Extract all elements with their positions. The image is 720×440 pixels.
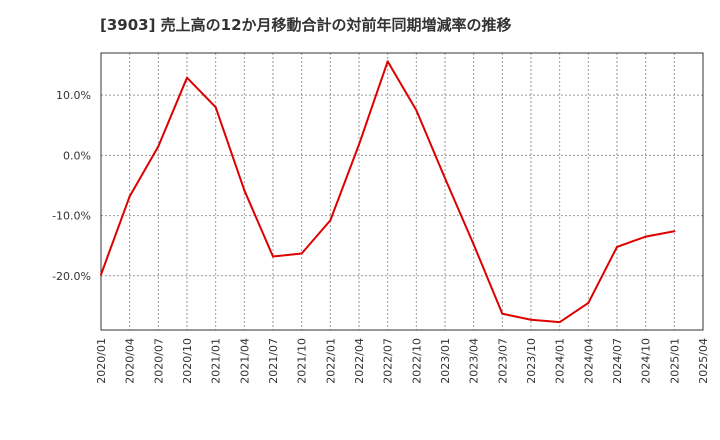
data-point: [558, 321, 561, 324]
x-tick-label: 2020/04: [124, 338, 137, 384]
data-point: [472, 243, 475, 246]
series-layer: [100, 60, 676, 324]
x-tick-label: 2023/10: [525, 338, 538, 384]
plot-area: [101, 53, 703, 330]
data-point: [128, 195, 131, 198]
x-tick-label: 2025/01: [668, 338, 681, 384]
data-point: [587, 301, 590, 304]
x-tick-label: 2023/01: [439, 338, 452, 384]
data-point: [186, 76, 188, 79]
data-point: [644, 235, 647, 238]
data-point: [386, 60, 389, 63]
y-tick-label: 10.0%: [56, 89, 91, 102]
x-tick-label: 2020/10: [181, 338, 194, 384]
x-tick-label: 2022/01: [324, 338, 337, 384]
x-axis: 2020/01 2020/04 2020/07 2020/10 2021/01 2021/…: [95, 338, 710, 384]
y-tick-label: -10.0%: [52, 210, 91, 223]
x-tick-label: 2024/01: [554, 338, 567, 384]
x-tick-label: 2025/04: [697, 338, 710, 384]
y-axis: -20.0% -10.0% 0.0% 10.0%: [52, 89, 91, 283]
x-tick-label: 2020/01: [95, 338, 108, 384]
x-tick-label: 2024/10: [640, 338, 653, 384]
data-point: [358, 143, 360, 146]
x-tick-label: 2021/01: [210, 338, 223, 384]
data-point: [415, 109, 418, 112]
x-tick-label: 2022/04: [353, 338, 366, 384]
data-point: [329, 219, 332, 222]
plot-frame: [100, 52, 704, 331]
x-tick-label: 2020/07: [152, 338, 165, 384]
y-tick-label: -20.0%: [52, 270, 91, 283]
x-tick-label: 2021/04: [238, 338, 251, 384]
data-point: [444, 177, 446, 180]
x-tick-label: 2023/04: [468, 338, 481, 384]
x-tick-label: 2022/10: [410, 338, 423, 384]
data-point: [530, 318, 532, 321]
data-point: [100, 273, 102, 276]
x-tick-label: 2021/10: [296, 338, 309, 384]
data-point: [673, 230, 676, 233]
data-point: [243, 189, 246, 192]
data-point: [272, 255, 274, 258]
data-point: [157, 145, 160, 148]
y-tick-label: 0.0%: [63, 149, 91, 162]
data-point: [300, 252, 303, 255]
x-tick-label: 2024/04: [582, 338, 595, 384]
data-point: [214, 106, 217, 109]
x-tick-label: 2022/07: [382, 338, 395, 384]
x-tick-label: 2023/07: [496, 338, 509, 384]
x-tick-label: 2021/07: [267, 338, 280, 384]
x-tick-label: 2024/07: [611, 338, 624, 384]
chart-title: [3903] 売上高の12か月移動合計の対前年同期増減率の推移: [100, 16, 512, 34]
data-point: [616, 245, 618, 248]
data-point: [501, 312, 504, 315]
